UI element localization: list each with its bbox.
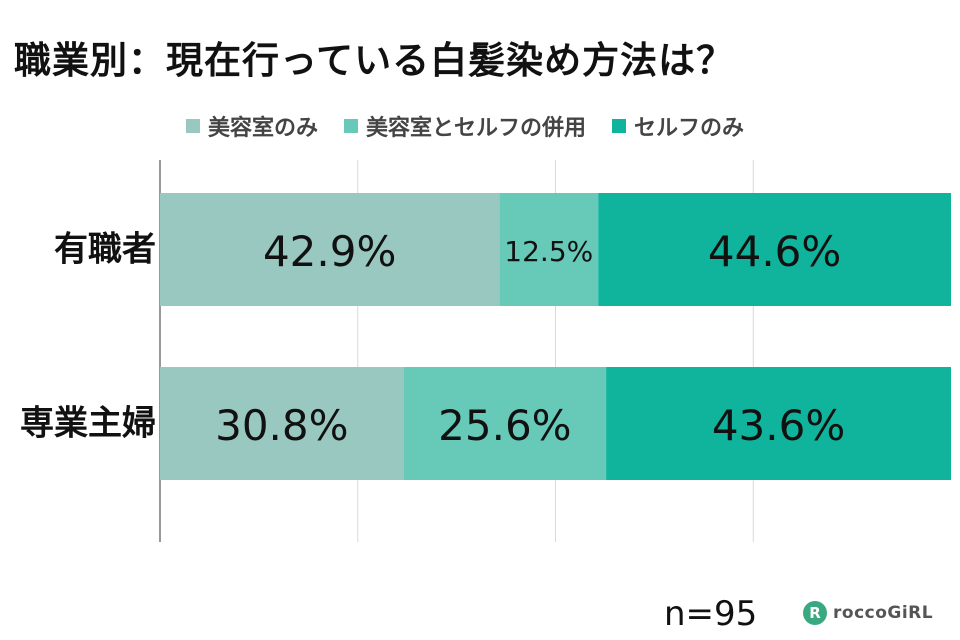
bar-segment-1-0 (160, 367, 404, 480)
category-label-1: 専業主婦 (20, 404, 156, 444)
legend-label-salon: 美容室のみ (208, 116, 319, 141)
bar-segment-0-2 (598, 193, 951, 306)
bar-segment-0-0 (160, 193, 500, 306)
category-label-0: 有職者 (54, 230, 156, 270)
legend: 美容室のみ 美容室とセルフの併用 セルフのみ (186, 110, 744, 142)
chart-title: 職業別：現在行っている白髪染め方法は？ (14, 39, 735, 82)
legend-swatch-salon (186, 119, 200, 133)
legend-label-self: セルフのみ (634, 116, 745, 141)
data-label-0-0: 42.9% (263, 227, 396, 276)
legend-item-self: セルフのみ (612, 110, 744, 142)
data-label-1-2: 43.6% (712, 401, 845, 450)
data-label-0-2: 44.6% (708, 227, 841, 276)
bar-segment-1-1 (403, 367, 607, 480)
legend-swatch-combined (344, 119, 359, 133)
brand-logo: R roccoGiRL (803, 601, 933, 625)
data-label-1-0: 30.8% (215, 401, 348, 450)
bar-segment-1-2 (606, 367, 951, 480)
bar-segment-0-1 (499, 193, 599, 306)
sample-size: n=95 (664, 594, 758, 634)
legend-swatch-self (612, 119, 627, 133)
data-label-0-1: 12.5% (504, 235, 593, 268)
brand-name: roccoGiRL (833, 603, 934, 623)
legend-label-combined: 美容室とセルフの併用 (366, 116, 587, 141)
legend-item-salon: 美容室のみ (186, 110, 318, 142)
legend-item-combined: 美容室とセルフの併用 (344, 110, 586, 142)
brand-logo-icon: R (803, 601, 827, 625)
data-label-1-1: 25.6% (438, 401, 571, 450)
